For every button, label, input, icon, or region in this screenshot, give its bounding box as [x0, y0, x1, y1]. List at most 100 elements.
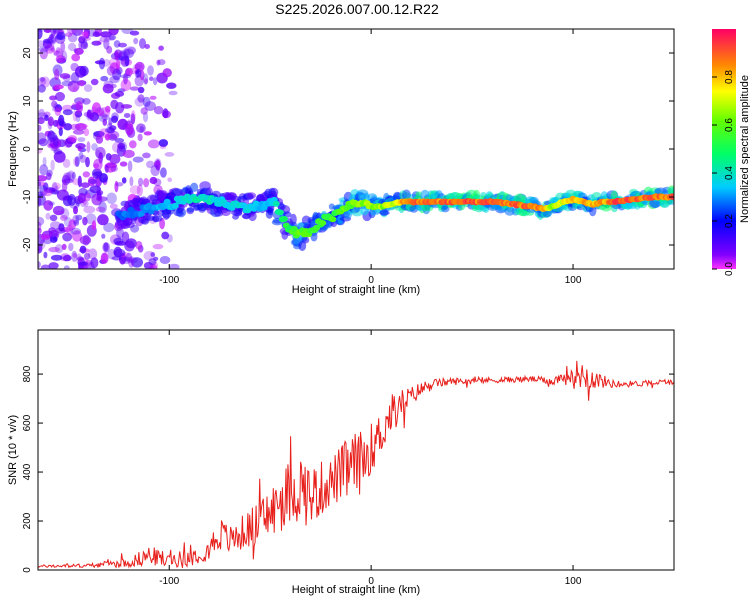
heatmap-noise-blob [111, 256, 123, 261]
heatmap-noise-blob [46, 172, 52, 181]
heatmap-noise-blob [143, 250, 156, 261]
heatmap-noise-blob [88, 178, 97, 185]
heatmap-noise-blob [54, 210, 65, 215]
heatmap-ridge-blob [319, 220, 327, 226]
heatmap-noise-blob [149, 95, 157, 100]
snr-y-label: SNR (10 * v/v) [7, 415, 19, 485]
heatmap-noise-blob [160, 167, 167, 178]
heatmap-noise-blob [67, 194, 77, 206]
heatmap-noise-blob [70, 227, 82, 235]
heatmap-noise-blob [81, 265, 94, 269]
heatmap-noise-blob [38, 191, 44, 197]
heatmap-noise-blob [142, 152, 151, 159]
heatmap-noise-blob [72, 129, 85, 135]
heatmap-noise-blob [123, 72, 128, 85]
heatmap-noise-blob [43, 200, 54, 211]
heatmap-noise-blob [149, 264, 155, 269]
heatmap-noise-blob [106, 127, 115, 134]
heatmap-noise-blob [59, 120, 66, 127]
heatmap-noise-blob [150, 252, 155, 257]
heatmap-noise-blob [97, 214, 109, 226]
heatmap-ridge-blob [276, 209, 284, 216]
heatmap-noise-blob [134, 97, 145, 107]
heatmap-noise-blob [112, 141, 124, 153]
heatmap-noise-blob [153, 158, 162, 170]
heatmap-y-ticks: -20 -10 0 10 20 [22, 47, 674, 252]
heatmap-ridge-blob [272, 200, 280, 207]
heatmap-noise-blob [77, 192, 86, 204]
heatmap-noise-blob [55, 55, 66, 63]
heatmap-noise-blob [62, 109, 73, 116]
heatmap-noise-blob [65, 32, 73, 37]
colorbar: 0.0 0.2 0.4 0.6 0.8 Normalized spectral ampl… [712, 29, 750, 276]
heatmap-noise-blob [83, 205, 96, 214]
heatmap-noise-blob [75, 143, 86, 149]
colorbar-gradient [712, 29, 736, 269]
heatmap-noise-blob [87, 176, 96, 187]
heatmap-noise-blob [47, 143, 54, 149]
heatmap-noise-blob [79, 65, 89, 77]
heatmap-noise-blob [162, 108, 169, 119]
heatmap-noise-blob [76, 80, 87, 86]
heatmap-noise-blob [114, 138, 125, 143]
heatmap-noise-blob [127, 46, 136, 55]
heatmap-noise-blob [144, 44, 150, 49]
heatmap-noise-blob [59, 215, 68, 221]
heatmap-noise-blob [38, 246, 41, 252]
heatmap-noise-blob [137, 86, 145, 94]
heatmap-noise-blob [125, 67, 133, 77]
heatmap-noise-blob [39, 164, 49, 176]
heatmap-noise-blob [153, 106, 164, 115]
heatmap-noise-blob [70, 62, 79, 72]
heatmap-halo-blob [125, 221, 135, 229]
heatmap-noise-blob [136, 123, 146, 133]
heatmap-noise-blob [122, 48, 131, 59]
heatmap-noise-blob [62, 75, 71, 82]
heatmap-noise-blob [168, 90, 178, 96]
heatmap-halo-blob [267, 207, 274, 216]
heatmap-noise-blob [48, 262, 59, 269]
heatmap-noise-blob [104, 165, 109, 174]
colorbar-label: Normalized spectral amplitude [739, 75, 750, 223]
heatmap-noise-blob [53, 149, 63, 155]
y-tick-label: 0 [22, 146, 33, 152]
heatmap-noise-blob [86, 109, 95, 120]
heatmap-noise-blob [106, 192, 117, 205]
heatmap-noise-blob [71, 171, 76, 180]
heatmap-halo-blob [186, 207, 195, 213]
heatmap-noise-blob [67, 42, 77, 52]
heatmap-noise-blob [51, 140, 59, 152]
heatmap-noise-blob [70, 72, 79, 84]
heatmap-noise-blob [79, 235, 92, 245]
heatmap-noise-blob [149, 176, 158, 185]
heatmap-frame [37, 28, 675, 270]
heatmap-noise-blob [87, 261, 95, 269]
heatmap-halo-blob [171, 188, 184, 197]
heatmap-noise-blob [82, 38, 88, 49]
heatmap-noise-blob [129, 176, 134, 187]
heatmap-noise-blob [122, 149, 135, 158]
heatmap-noise-blob [91, 220, 97, 231]
heatmap-noise-blob [61, 80, 73, 87]
heatmap-noise-blob [161, 231, 170, 240]
heatmap-noise-blob [73, 205, 78, 215]
heatmap-noise-blob [138, 177, 144, 187]
heatmap-noise-blob [83, 128, 90, 137]
heatmap-halo-blob [301, 236, 310, 244]
y-tick-label: 200 [22, 512, 33, 529]
heatmap-noise-blob [148, 258, 157, 266]
heatmap-noise-blob [40, 234, 51, 241]
heatmap-noise-blob [38, 175, 48, 182]
heatmap-noise-blob [47, 130, 55, 140]
heatmap-noise-blob [82, 171, 91, 178]
heatmap-noise-blob [93, 158, 103, 171]
heatmap-noise-blob [98, 201, 107, 214]
heatmap-noise-blob [118, 42, 127, 48]
heatmap-noise-blob [153, 178, 162, 187]
heatmap-noise-blob [100, 75, 109, 82]
heatmap-noise-blob [114, 241, 127, 246]
heatmap-noise-blob [51, 100, 58, 109]
heatmap-noise-blob [78, 263, 84, 269]
heatmap-noise-blob [67, 80, 80, 93]
heatmap-noise-blob [150, 164, 160, 177]
